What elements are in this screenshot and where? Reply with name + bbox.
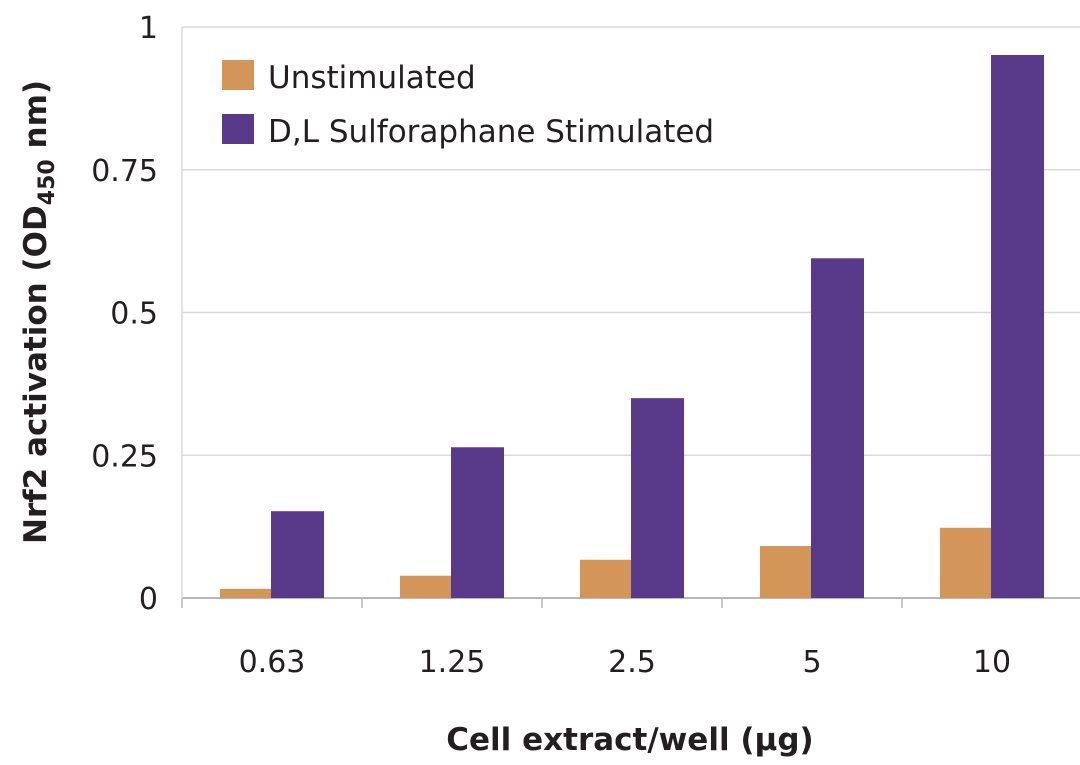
y-tick-label: 0.75 [91,154,158,189]
bar-unstimulated-10 [940,527,991,598]
legend-swatch-stimulated [222,114,254,144]
x-tick-label: 0.63 [239,645,306,680]
y-tick-label: 1 [139,11,158,46]
bar-stimulated-5 [811,258,864,598]
y-tick-label: 0 [139,582,158,617]
x-tick-label: 2.5 [608,645,656,680]
y-axis-title: Nrf2 activation (OD450 nm) [18,80,60,544]
bar-unstimulated-2.5 [580,559,631,598]
bars [220,54,1044,598]
bar-unstimulated-0.63 [220,588,271,598]
bar-stimulated-2.5 [631,398,684,598]
x-tick-label: 10 [973,645,1011,680]
bar-stimulated-0.63 [271,511,324,598]
x-axis-title: Cell extract/well (µg) [446,722,813,758]
y-axis-ticks: 0 0.25 0.5 0.75 1 [91,11,158,617]
gridlines [181,26,1080,608]
y-tick-label: 0.5 [110,297,158,332]
x-tick-label: 1.25 [419,645,486,680]
legend-label-unstimulated: Unstimulated [268,60,476,96]
x-tick-label: 5 [802,645,821,680]
y-tick-label: 0.25 [91,439,158,474]
x-axis-ticks: 0.63 1.25 2.5 5 10 [239,645,1011,680]
bar-unstimulated-5 [760,546,811,598]
legend: Unstimulated D,L Sulforaphane Stimulated [222,60,714,150]
bar-stimulated-1.25 [451,447,504,598]
legend-swatch-unstimulated [222,60,254,90]
legend-label-stimulated: D,L Sulforaphane Stimulated [268,114,714,150]
bar-unstimulated-1.25 [400,575,451,598]
bar-stimulated-10 [991,54,1044,598]
